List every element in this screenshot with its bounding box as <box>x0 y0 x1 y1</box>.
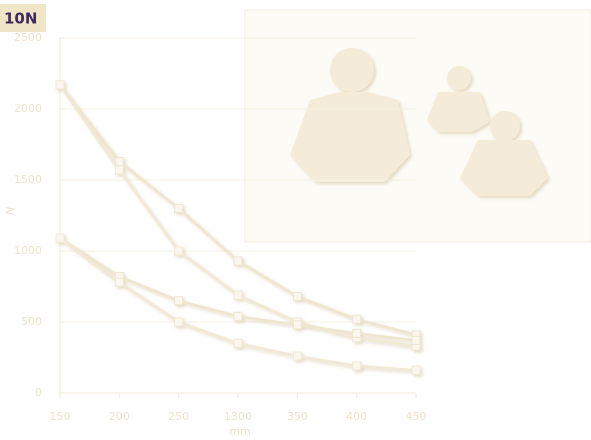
x-tick-label: 400 <box>346 410 367 423</box>
point <box>114 157 124 167</box>
point <box>233 338 243 348</box>
y-axis-label: N <box>3 206 17 216</box>
x-tick-label: 450 <box>406 410 427 423</box>
x-tick-label: 1300 <box>224 410 252 423</box>
point <box>55 80 65 90</box>
y-tick-label: 0 <box>35 386 42 399</box>
point <box>174 203 184 213</box>
x-tick-label: 250 <box>168 410 189 423</box>
x-tick-label: 150 <box>50 410 71 423</box>
point <box>174 296 184 306</box>
y-tick-label: 2000 <box>14 102 42 115</box>
point <box>352 361 362 371</box>
x-axis-label: mm <box>229 425 250 438</box>
y-tick-label: 500 <box>21 315 42 328</box>
y-tick-label: 2500 <box>14 31 42 44</box>
point <box>233 311 243 321</box>
title-box <box>0 4 46 32</box>
point <box>174 317 184 327</box>
point <box>292 351 302 361</box>
series-line <box>59 237 417 342</box>
point <box>292 291 302 301</box>
chart-title: 10N <box>4 10 37 28</box>
point <box>114 165 124 175</box>
point <box>352 328 362 338</box>
x-tick-label: 350 <box>287 410 308 423</box>
point <box>174 246 184 256</box>
point <box>233 256 243 266</box>
point <box>411 335 421 345</box>
plot <box>55 80 421 375</box>
y-tick-label: 1500 <box>14 173 42 186</box>
point <box>55 233 65 243</box>
point <box>292 320 302 330</box>
decor-panel <box>244 9 591 243</box>
x-tick-label: 200 <box>109 410 130 423</box>
point <box>114 277 124 287</box>
point <box>411 365 421 375</box>
point <box>352 314 362 324</box>
y-tick-label: 1000 <box>14 244 42 257</box>
point <box>233 290 243 300</box>
